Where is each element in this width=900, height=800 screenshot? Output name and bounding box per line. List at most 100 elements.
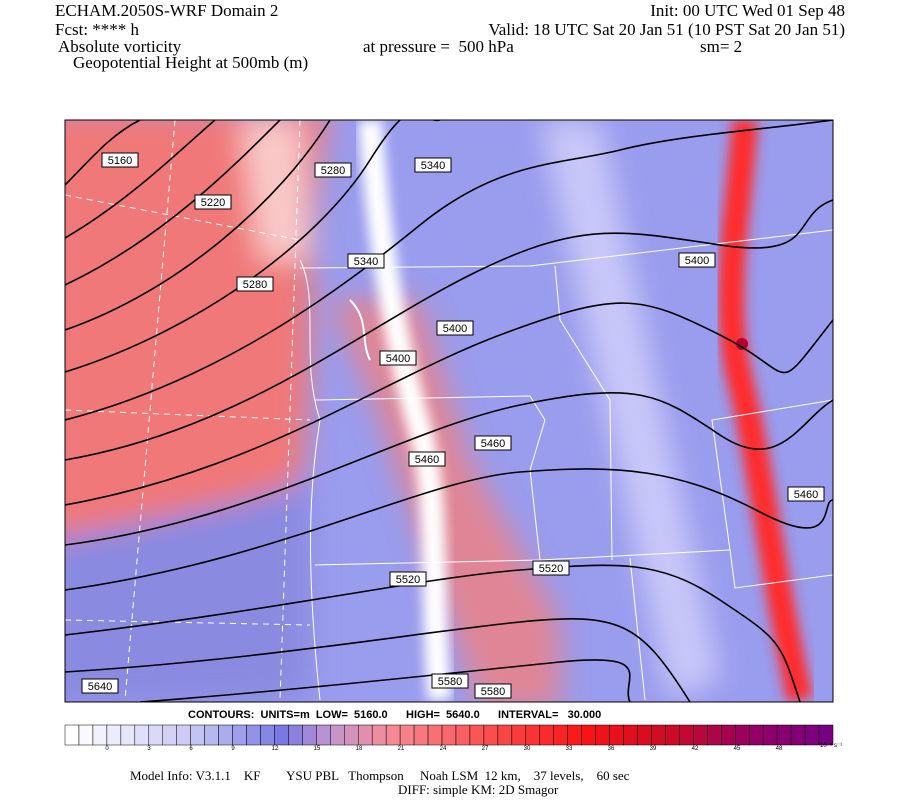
contour-label-box xyxy=(474,683,512,699)
colorbar-label: 39 xyxy=(650,746,657,752)
contour-label: 5580 xyxy=(438,676,462,688)
contour-label: 5220 xyxy=(201,197,225,209)
contour-label: 5160 xyxy=(108,155,132,167)
colorbar-box xyxy=(748,724,764,746)
coastline xyxy=(349,299,371,361)
colorbar-box xyxy=(818,724,834,746)
state-line xyxy=(554,265,613,561)
contour-label: 5460 xyxy=(415,454,439,466)
colorbar-box xyxy=(316,724,331,746)
colorbar-box xyxy=(413,724,429,746)
colorbar-box xyxy=(581,724,596,746)
colorbar-box xyxy=(483,724,499,746)
field-max xyxy=(736,338,748,350)
contour-line xyxy=(65,618,691,702)
colorbar-box xyxy=(651,724,666,746)
colorbar-label: 0 xyxy=(105,746,109,752)
colorbar-label: 21 xyxy=(398,746,405,752)
colorbar-box xyxy=(288,724,303,746)
colorbar-box xyxy=(134,724,150,746)
contour-line xyxy=(65,120,331,331)
colorbar-box xyxy=(371,724,387,746)
colorbar-box xyxy=(441,724,457,746)
contour-label: 5280 xyxy=(321,165,345,177)
forecast: Fcst: **** h xyxy=(55,20,140,39)
contour-line xyxy=(65,120,281,286)
colorbar-box xyxy=(385,724,401,746)
colorbar-box xyxy=(511,724,527,746)
colorbar: 0 3 6 9 12 15 18 21 24 27 30 33 36 39 42 45 48 10⁻⁵ s⁻¹ xyxy=(64,724,842,752)
contour-label: 5400 xyxy=(386,353,410,365)
colorbar-box xyxy=(344,724,359,746)
model-info: Model Info: V3.1.1 KF YSU PBL Thompson N… xyxy=(130,768,630,783)
state-line xyxy=(729,549,833,589)
contour-label-box xyxy=(101,152,139,168)
colorbar-box xyxy=(790,724,806,746)
colorbar-label: 18 xyxy=(356,746,363,752)
colorbar-box xyxy=(567,724,582,746)
contour-line xyxy=(65,199,833,461)
contour-label: 5580 xyxy=(481,686,505,698)
contour-label: 5280 xyxy=(243,279,267,291)
colorbar-box xyxy=(92,724,108,746)
contour-line xyxy=(65,120,141,186)
colorbar-box xyxy=(679,724,694,746)
contour-label-box xyxy=(532,560,570,576)
smoothing: sm= 2 xyxy=(700,37,742,56)
colorbar-label: 15 xyxy=(314,746,321,752)
colorbar-box xyxy=(553,724,568,746)
contour-label: 5400 xyxy=(443,323,467,335)
colorbar-box xyxy=(595,724,610,746)
colorbar-label: 3 xyxy=(147,746,151,752)
contour-label: 5460 xyxy=(794,489,818,501)
contour-line xyxy=(65,468,833,591)
colorbar-box xyxy=(106,724,122,746)
graticule-line xyxy=(65,619,311,626)
init-time: Init: 00 UTC Wed 01 Sep 48 xyxy=(650,1,845,20)
contour-label-box xyxy=(347,253,385,269)
contour-label-box xyxy=(436,320,474,336)
field-red-band xyxy=(718,120,813,702)
contour-label: 5460 xyxy=(481,438,505,450)
colorbar-box xyxy=(204,724,219,746)
contour-label: 5340 xyxy=(354,256,378,268)
contour-label: 5640 xyxy=(88,681,112,693)
contour-line xyxy=(65,120,441,373)
colorbar-label: 6 xyxy=(189,746,193,752)
contours xyxy=(65,120,833,702)
diff-info: DIFF: simple KM: 2D Smagor xyxy=(398,782,559,797)
pressure-level: at pressure = 500 hPa xyxy=(363,37,514,56)
contour-label: 5520 xyxy=(539,563,563,575)
colorbar-label: 42 xyxy=(692,746,699,752)
contour-label-box xyxy=(408,451,446,467)
colorbar-box xyxy=(120,724,136,746)
colorbar-unit: 10⁻⁵ s⁻¹ xyxy=(820,742,842,749)
colorbar-box xyxy=(190,724,205,746)
field-light xyxy=(540,120,720,700)
contour-labels: 5160 5220 5280 5340 5280 5340 5400 5400 5400 5460… xyxy=(81,152,825,699)
colorbar-box xyxy=(455,724,471,746)
colorbar-box xyxy=(357,724,373,746)
contour-line xyxy=(65,391,833,546)
contour-label-box xyxy=(81,678,119,694)
state-line xyxy=(314,395,546,566)
contour-label-box xyxy=(194,194,232,210)
graticule-line xyxy=(124,120,176,701)
contour-line xyxy=(65,120,216,239)
contour-label: 5520 xyxy=(396,574,420,586)
graticule xyxy=(65,120,311,701)
colorbar-box xyxy=(525,724,541,746)
field-name: Absolute vorticity xyxy=(58,37,182,56)
colorbar-label: 45 xyxy=(734,746,741,752)
contour-label: 5400 xyxy=(685,255,709,267)
contour-line xyxy=(65,302,833,506)
contour-line xyxy=(65,120,833,421)
contour-line xyxy=(139,659,631,702)
colorbar-box xyxy=(330,724,345,746)
title: ECHAM.2050S-WRF Domain 2 xyxy=(55,1,278,20)
contour-info: CONTOURS: UNITS=m LOW= 5160.0 HIGH= 5640… xyxy=(188,709,601,721)
colorbar-box xyxy=(735,724,750,746)
map xyxy=(65,120,833,702)
colorbar-box xyxy=(623,724,638,746)
